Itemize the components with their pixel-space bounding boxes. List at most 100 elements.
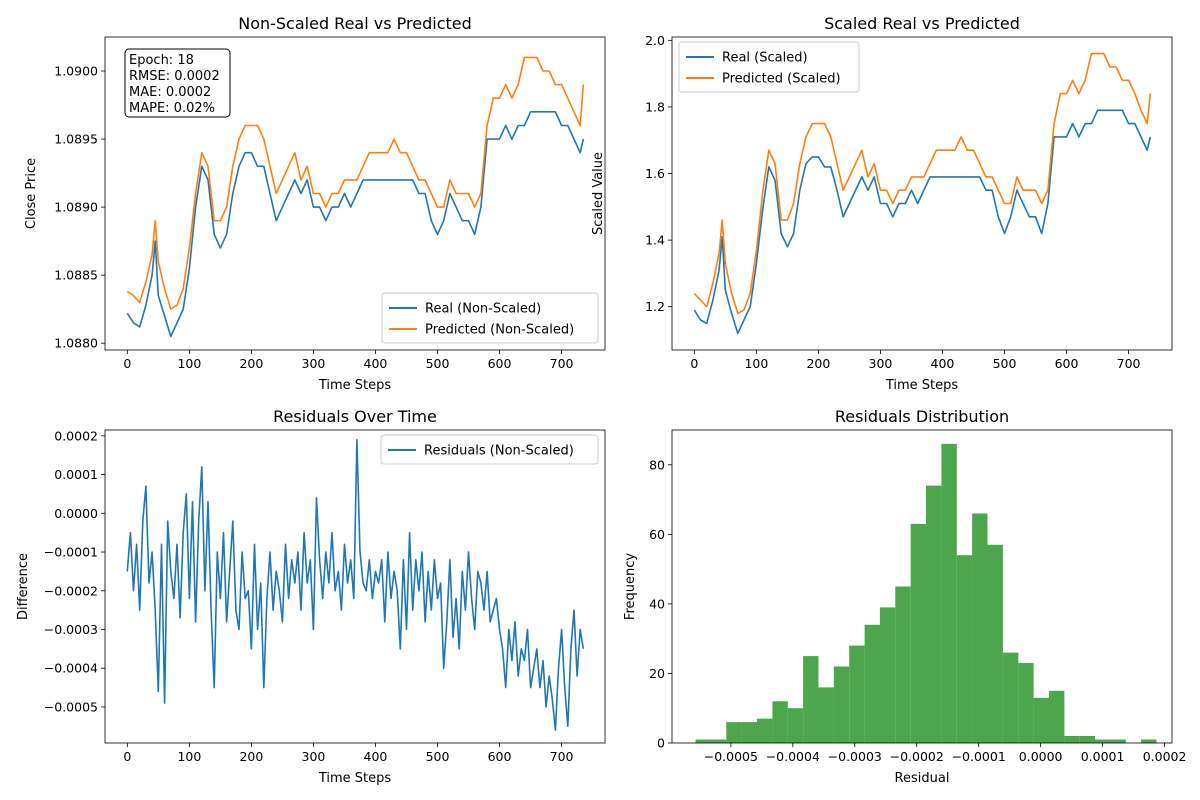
x-tick-label: 0.0002 [1143,749,1187,764]
x-tick-label: 400 [364,749,388,764]
y-axis-label: Close Price [24,158,39,229]
metrics-annotation-line: RMSE: 0.0002 [129,69,220,84]
histogram-bar [987,544,1003,743]
y-tick-label: 1.0890 [54,200,98,215]
histogram-bar [910,523,927,743]
chart-title: Scaled Real vs Predicted [824,14,1020,33]
y-tick-label: 1.4 [645,233,665,248]
y-tick-label: 1.2 [645,299,665,314]
x-tick-label: 700 [550,356,574,371]
y-axis-label: Scaled Value [591,152,606,235]
histogram-bar [803,656,819,743]
chart-title: Residuals Distribution [835,407,1009,426]
histogram-bar [972,513,988,743]
x-tick-label: −0.0001 [952,749,1006,764]
y-tick-label: −0.0001 [44,545,98,560]
y-tick-label: −0.0002 [44,583,98,598]
x-tick-label: 0 [123,356,131,371]
histogram-bar [1079,736,1096,743]
histogram-bar [849,645,865,743]
x-tick-label: 700 [1117,356,1141,371]
x-tick-label: −0.0004 [766,749,820,764]
plot-frame [104,429,606,744]
y-tick-label: −0.0004 [44,661,98,676]
histogram-bar [726,722,742,743]
chart-scaled-real-vs-predicted: Scaled Real vs Predicted Time Steps Scaled… [591,14,1173,393]
histogram-bar [710,739,727,743]
histogram-bar [1064,736,1080,743]
x-axis-label: Time Steps [318,378,392,393]
x-tick-label: −0.0003 [828,749,882,764]
plot-frame [671,36,1173,351]
y-tick-label: 60 [649,527,665,542]
x-axis-label: Time Steps [885,378,959,393]
x-tick-label: 400 [931,356,955,371]
legend-label: Predicted (Non-Scaled) [425,323,574,338]
series-line-secondary [693,52,1152,315]
histogram-bar [741,722,757,743]
legend-label: Residuals (Non-Scaled) [424,444,574,459]
legend-box [380,434,599,465]
histogram-bar [757,718,773,743]
y-tick-label: −0.0003 [44,622,98,637]
x-tick-label: 400 [364,356,388,371]
series-line-primary [126,111,585,338]
histogram-bar [833,666,850,743]
chart-title: Residuals Over Time [273,407,437,426]
y-tick-label: 0.0002 [54,428,98,443]
series-line-primary [126,438,585,731]
plot-frame [104,36,606,351]
x-tick-label: 700 [550,749,574,764]
x-tick-label: 0.0000 [1019,749,1063,764]
x-tick-label: 100 [177,356,201,371]
histogram-bar [926,485,942,743]
y-tick-label: 1.0880 [54,336,98,351]
x-tick-label: 300 [869,356,893,371]
x-tick-label: −0.0002 [890,749,944,764]
legend-label: Real (Scaled) [722,51,808,66]
metrics-annotation-box [124,48,231,118]
y-tick-label: 1.0895 [54,132,98,147]
histogram-bar [864,624,880,743]
y-tick-label: 40 [649,596,665,611]
histogram-bar [879,607,896,743]
y-tick-label: −0.0005 [44,699,98,714]
y-tick-label: 1.0885 [54,268,98,283]
histogram-bar [1110,739,1126,743]
histogram-bar [1095,739,1111,743]
x-tick-label: −0.0005 [704,749,758,764]
histogram-bar [695,739,711,743]
x-tick-label: 100 [177,749,201,764]
legend-box [678,41,860,93]
x-tick-label: 0 [123,749,131,764]
histogram-bar [895,586,911,743]
x-tick-label: 300 [302,356,326,371]
y-tick-label: 0 [657,736,665,751]
histogram-bar [1033,697,1049,743]
legend-label: Real (Non-Scaled) [425,302,541,317]
legend-label: Predicted (Scaled) [722,72,841,87]
x-tick-label: 200 [806,356,830,371]
x-tick-label: 200 [239,356,263,371]
histogram-bar [1002,652,1019,743]
x-tick-label: 500 [993,356,1017,371]
metrics-annotation-line: Epoch: 18 [129,53,194,68]
x-tick-label: 300 [302,749,326,764]
x-axis-label: Time Steps [318,771,392,786]
histogram-bar [1049,690,1065,743]
chart-residuals-over-time: Residuals Over Time Time Steps Difference 0… [16,407,606,786]
metrics-annotation-line: MAPE: 0.02% [129,101,215,116]
histogram-bar [1141,739,1157,743]
y-tick-label: 80 [649,457,665,472]
chart-non-scaled-real-vs-predicted: Non-Scaled Real vs Predicted Time Steps Cl… [24,14,606,393]
x-tick-label: 600 [1055,356,1079,371]
y-axis-label: Difference [16,553,31,620]
x-tick-label: 100 [744,356,768,371]
x-axis-label: Residual [895,771,950,786]
y-tick-label: 1.8 [645,99,665,114]
y-tick-label: 20 [649,666,665,681]
histogram-bar [818,687,834,743]
chart-residuals-distribution: Residuals Distribution Residual Frequency −… [623,407,1186,786]
chart-title: Non-Scaled Real vs Predicted [238,14,472,33]
